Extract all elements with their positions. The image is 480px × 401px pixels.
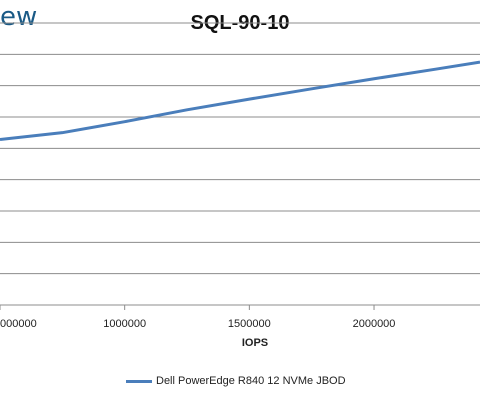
legend-label: Dell PowerEdge R840 12 NVMe JBOD (156, 375, 346, 387)
legend-swatch (126, 379, 152, 383)
x-tick-label: 1000000 (103, 318, 147, 330)
series-line (0, 60, 480, 142)
x-tick-label: 000000 (0, 318, 37, 330)
x-tick-label: 2000000 (352, 318, 396, 330)
x-tick-label: 1500000 (227, 318, 271, 330)
x-axis-label: IOPS (241, 337, 269, 349)
gridlines (0, 22, 480, 310)
legend: Dell PowerEdge R840 12 NVMe JBOD (126, 373, 346, 389)
brand-logo-text: ew (0, 2, 38, 32)
series-lines (0, 60, 480, 142)
